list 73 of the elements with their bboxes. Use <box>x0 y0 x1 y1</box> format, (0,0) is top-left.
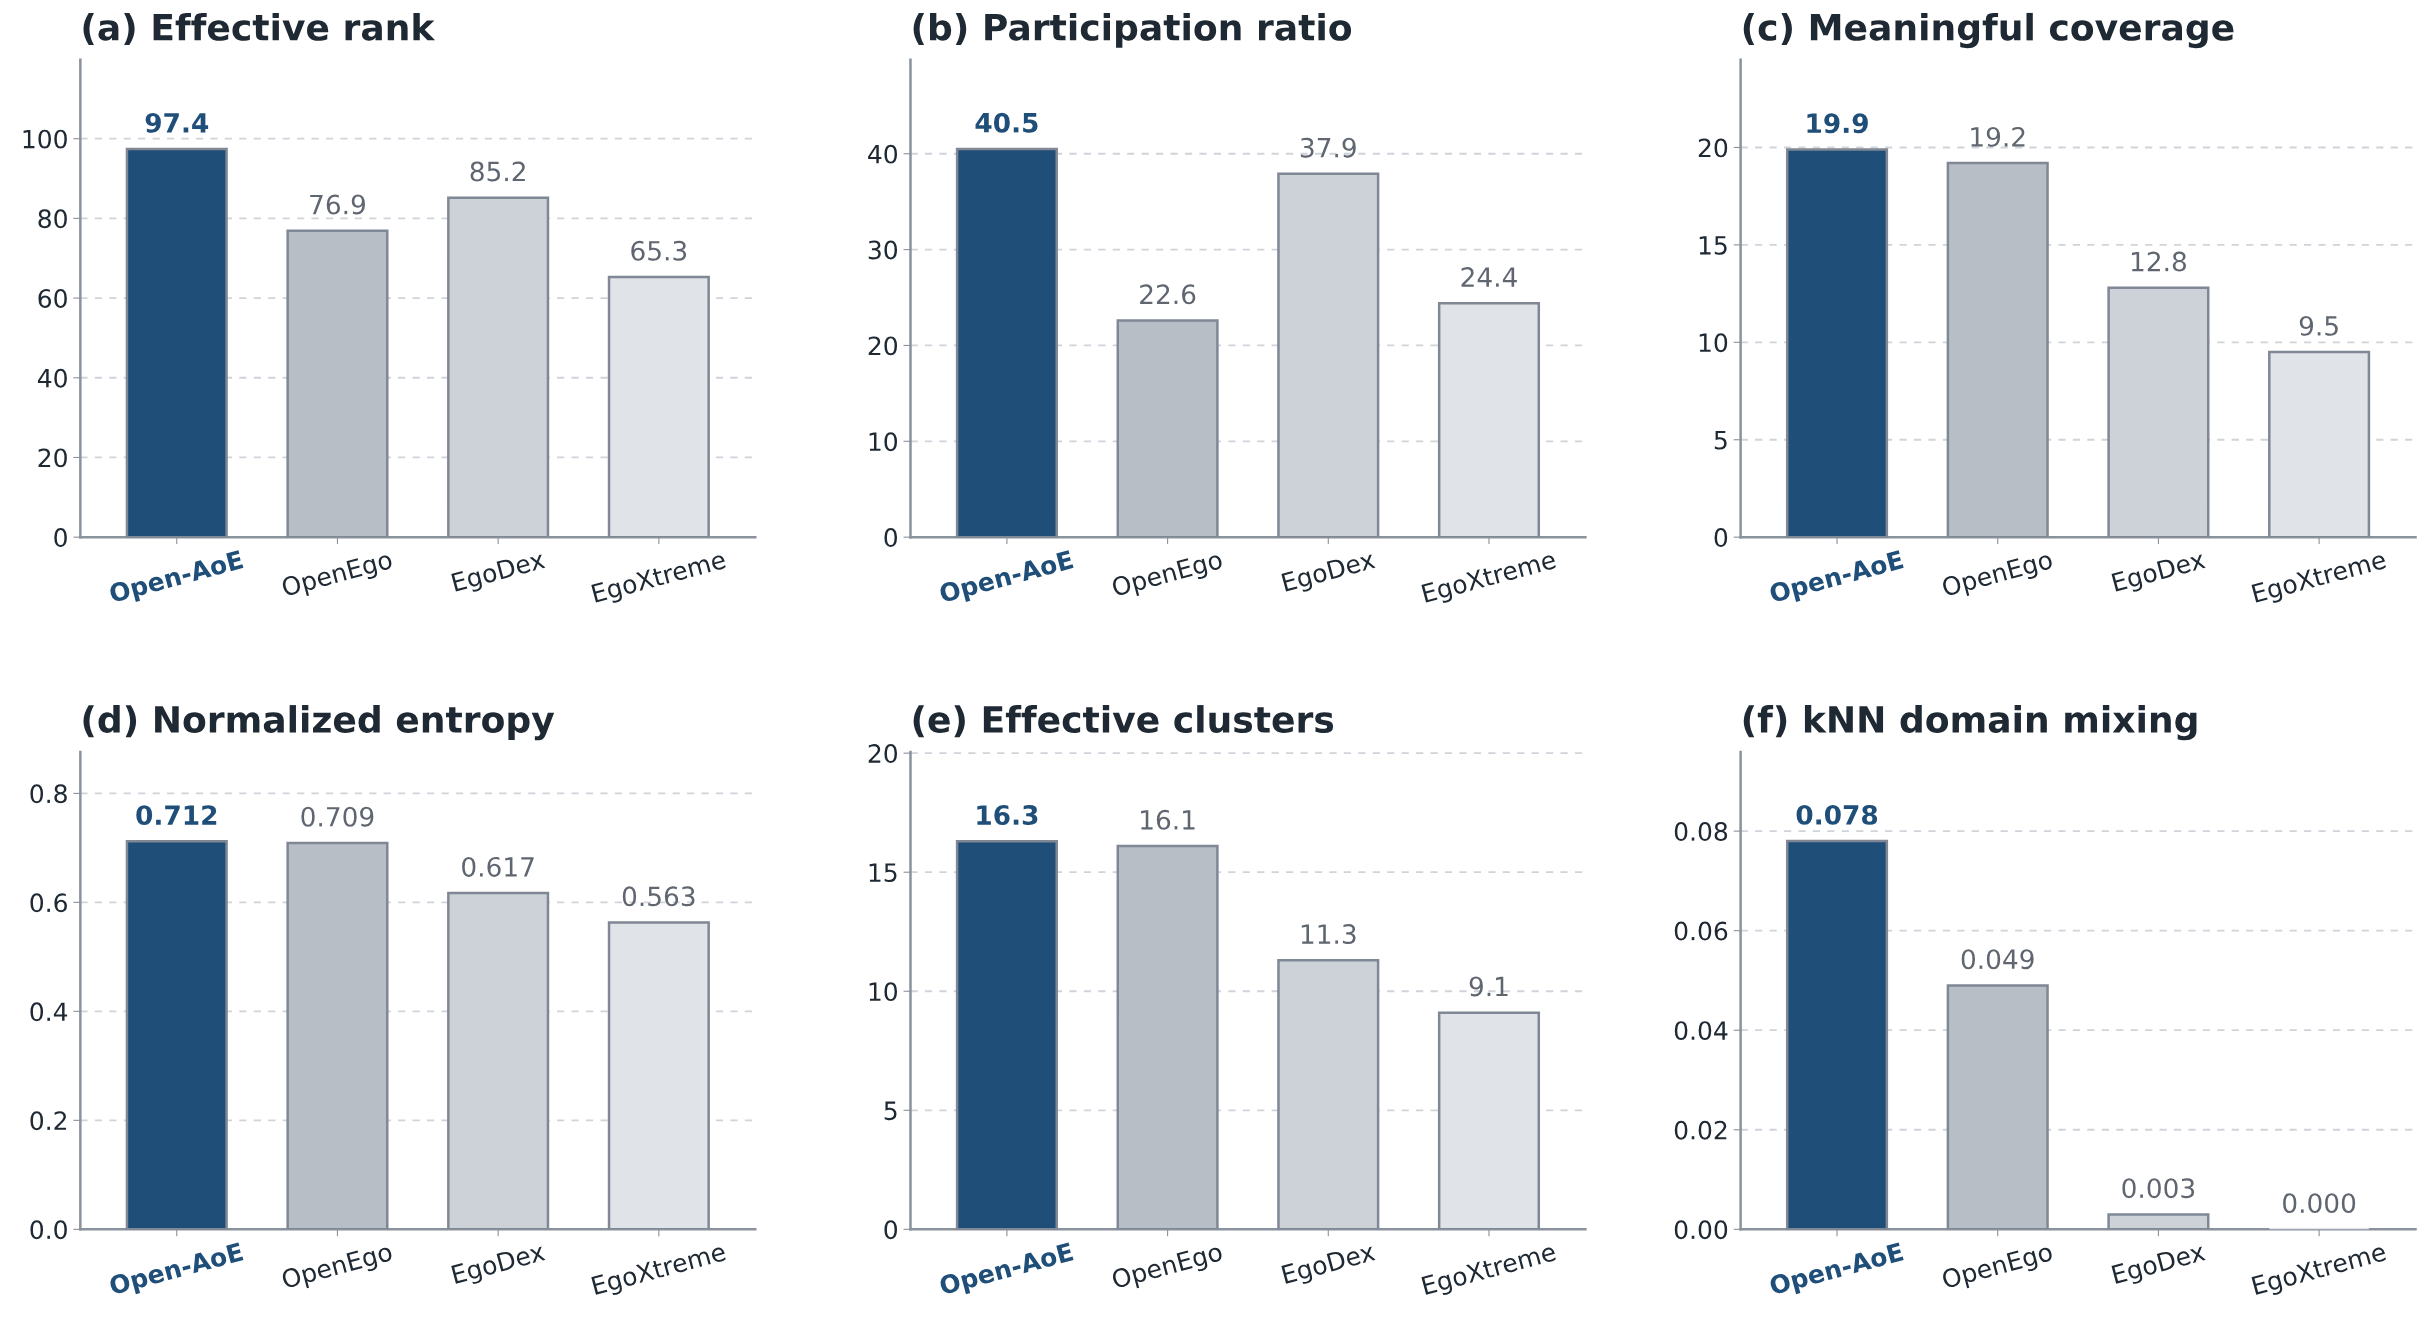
x-tick-label: OpenEgo <box>280 549 395 602</box>
x-tick-label: OpenEgo <box>1111 1241 1225 1294</box>
data-label: 12.8 <box>2131 251 2186 272</box>
y-tick-label: 100 <box>23 129 67 149</box>
y-tick-label: 0.08 <box>1674 822 1728 841</box>
chart-title: (c) Meaningful coverage <box>1743 12 2234 49</box>
chart-title: (e) Effective clusters <box>913 705 1334 738</box>
chart-title: (b) Participation ratio <box>913 12 1352 48</box>
y-tick-label: 10 <box>1699 333 1728 353</box>
data-label: 65.3 <box>631 240 687 261</box>
data-label: 85.2 <box>470 161 525 182</box>
y-tick-label: 0.4 <box>30 1002 68 1022</box>
y-tick-label: 60 <box>38 289 67 308</box>
data-label: 97.4 <box>145 112 209 133</box>
data-label: 0.003 <box>2122 1178 2195 1199</box>
y-tick-label: 0.02 <box>1674 1120 1727 1140</box>
y-tick-label: 30 <box>868 240 898 260</box>
y-tick-label: 0.00 <box>1674 1220 1728 1240</box>
data-label: 0.078 <box>1796 804 1878 825</box>
data-label: 0.617 <box>462 856 534 877</box>
data-label: 16.1 <box>1141 809 1195 830</box>
y-tick-label: 20 <box>868 744 898 764</box>
y-tick-label: 5 <box>1714 431 1727 450</box>
x-tick-label: OpenEgo <box>1941 1241 2055 1294</box>
y-tick-label: 20 <box>38 448 67 468</box>
chart-title: (a) Effective rank <box>83 12 436 46</box>
data-label: 37.9 <box>1300 137 1356 158</box>
y-tick-label: 20 <box>1698 138 1728 158</box>
data-label: 19.2 <box>1971 126 2025 147</box>
y-tick-label: 5 <box>884 1101 897 1121</box>
y-tick-label: 0 <box>1714 528 1728 548</box>
y-tick-label: 0 <box>884 1220 898 1240</box>
x-tick-label: OpenEgo <box>280 1241 395 1294</box>
y-tick-label: 0.06 <box>1674 921 1728 941</box>
x-tick-label: EgoDex <box>2111 549 2208 597</box>
y-tick-label: 20 <box>868 336 898 356</box>
x-tick-label: EgoDex <box>1281 1242 1377 1289</box>
data-label: 24.4 <box>1461 267 1517 287</box>
data-label: 76.9 <box>310 194 365 215</box>
x-tick-label: EgoDex <box>451 549 547 597</box>
data-label: 0.712 <box>136 805 217 826</box>
y-tick-label: 0 <box>54 528 67 548</box>
data-label: 19.9 <box>1807 113 1868 134</box>
data-label: 0.709 <box>301 806 374 827</box>
data-label: 0.000 <box>2283 1193 2356 1214</box>
chart-title: (d) Normalized entropy <box>83 705 555 741</box>
data-label: 16.3 <box>977 805 1038 826</box>
x-tick-label: OpenEgo <box>1111 549 1225 602</box>
data-label: 40.5 <box>975 112 1038 133</box>
data-label: 11.3 <box>1301 924 1356 945</box>
y-tick-label: 0.0 <box>30 1220 67 1240</box>
y-tick-label: 40 <box>37 368 67 388</box>
x-tick-label: EgoDex <box>451 1242 547 1289</box>
y-tick-label: 0 <box>884 528 898 548</box>
x-tick-label: EgoDex <box>1281 549 1377 597</box>
data-label: 9.5 <box>2299 315 2338 336</box>
y-tick-label: 0.8 <box>30 784 67 804</box>
data-label: 0.049 <box>1961 949 2034 970</box>
y-tick-label: 0.6 <box>30 893 67 913</box>
y-tick-label: 15 <box>869 863 897 883</box>
y-tick-label: 10 <box>869 432 898 452</box>
y-tick-label: 10 <box>869 982 898 1002</box>
chart-title: (f) kNN domain mixing <box>1743 705 2197 741</box>
x-tick-label: EgoDex <box>2111 1242 2208 1289</box>
y-tick-label: 40 <box>868 144 898 164</box>
y-tick-label: 0.04 <box>1674 1021 1728 1041</box>
x-tick-label: OpenEgo <box>1941 549 2055 602</box>
y-tick-label: 80 <box>38 209 67 229</box>
data-label: 9.1 <box>1469 976 1508 997</box>
y-tick-label: 0.2 <box>30 1111 67 1131</box>
y-tick-label: 15 <box>1699 236 1727 255</box>
data-label: 0.563 <box>622 886 695 907</box>
data-label: 22.6 <box>1140 284 1196 305</box>
